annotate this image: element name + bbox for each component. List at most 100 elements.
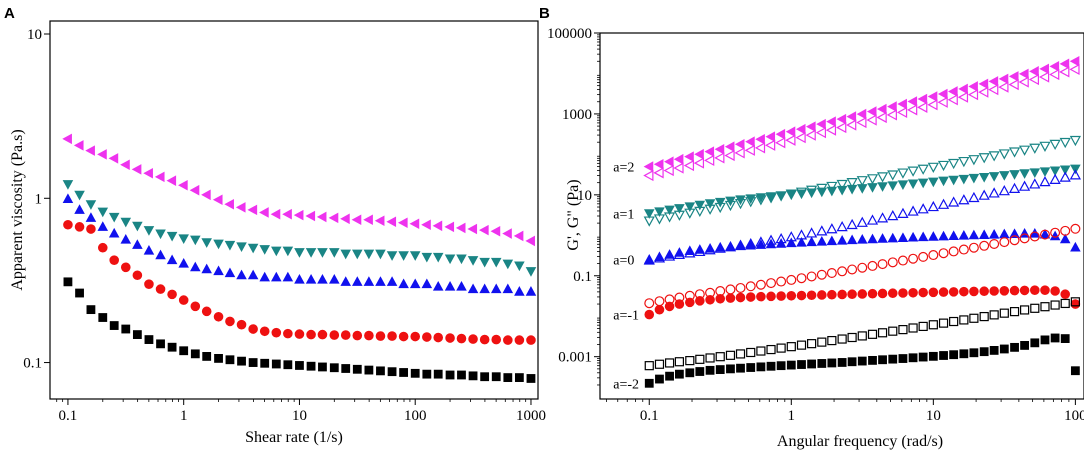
data-point bbox=[734, 199, 747, 210]
data-point bbox=[877, 288, 888, 299]
data-point bbox=[735, 282, 746, 293]
data-point bbox=[969, 313, 979, 323]
data-point bbox=[745, 237, 757, 249]
data-point bbox=[1019, 169, 1030, 179]
data-point bbox=[224, 198, 234, 210]
data-point bbox=[1008, 182, 1021, 194]
data-point bbox=[1029, 66, 1039, 77]
data-point bbox=[63, 277, 73, 287]
data-point bbox=[282, 246, 294, 257]
data-point bbox=[939, 351, 948, 360]
data-point bbox=[643, 209, 655, 219]
data-point bbox=[1038, 71, 1050, 83]
data-point bbox=[386, 251, 398, 261]
data-point bbox=[655, 374, 664, 384]
data-point bbox=[120, 234, 132, 244]
data-point bbox=[805, 129, 816, 141]
data-point bbox=[735, 349, 746, 359]
data-point bbox=[1050, 300, 1060, 310]
series-a-1-G- bbox=[643, 135, 1081, 227]
data-point bbox=[260, 358, 270, 368]
data-point bbox=[867, 183, 878, 193]
data-point bbox=[918, 251, 929, 262]
data-point bbox=[97, 207, 109, 218]
data-point bbox=[968, 191, 980, 203]
data-point bbox=[132, 239, 143, 249]
data-point bbox=[352, 249, 363, 260]
data-point bbox=[468, 371, 478, 381]
data-point bbox=[1018, 145, 1031, 156]
data-point bbox=[1008, 147, 1021, 158]
data-point bbox=[928, 177, 939, 188]
data-point bbox=[887, 288, 898, 299]
data-point bbox=[131, 164, 142, 175]
data-point bbox=[433, 332, 444, 343]
data-point bbox=[526, 374, 536, 383]
data-point bbox=[664, 301, 675, 312]
series-a--2 bbox=[63, 277, 536, 383]
data-point bbox=[978, 86, 989, 98]
data-point bbox=[775, 191, 787, 202]
data-point bbox=[805, 121, 816, 132]
panel-b-y-axis-title: G', G" (Pa) bbox=[565, 179, 582, 250]
data-point bbox=[1018, 180, 1031, 191]
series-a-2-G- bbox=[643, 63, 1080, 182]
data-point bbox=[735, 292, 746, 303]
data-point bbox=[817, 337, 827, 347]
data-point bbox=[479, 257, 490, 268]
data-point bbox=[724, 141, 735, 152]
data-point bbox=[467, 283, 479, 294]
data-point bbox=[958, 230, 970, 240]
data-point bbox=[948, 86, 958, 97]
data-point bbox=[928, 287, 939, 298]
data-point bbox=[317, 273, 328, 284]
data-point bbox=[120, 159, 130, 171]
series-a--2-G- bbox=[644, 333, 1080, 388]
x-tick-label: 100 bbox=[404, 408, 427, 424]
data-point bbox=[948, 196, 960, 207]
data-point bbox=[457, 370, 466, 380]
data-point bbox=[846, 119, 857, 131]
data-point bbox=[74, 222, 85, 232]
data-point bbox=[959, 349, 969, 359]
data-point bbox=[1059, 233, 1071, 244]
data-point bbox=[714, 202, 726, 214]
data-point bbox=[826, 268, 837, 279]
data-point bbox=[490, 283, 502, 294]
data-point bbox=[1018, 68, 1029, 80]
data-point bbox=[364, 365, 374, 375]
data-point bbox=[917, 101, 928, 113]
data-point bbox=[846, 178, 858, 189]
data-point bbox=[480, 372, 490, 382]
data-point bbox=[97, 149, 107, 160]
data-point bbox=[949, 350, 959, 360]
panel-a-ticks: 0.1 1 10 100 1000 0.1 1 10 bbox=[23, 27, 546, 424]
data-point bbox=[1069, 63, 1080, 76]
data-point bbox=[868, 355, 877, 365]
data-point bbox=[683, 159, 695, 172]
data-point bbox=[876, 172, 889, 183]
data-point bbox=[120, 217, 132, 228]
x-tick-label: 0.1 bbox=[640, 408, 659, 424]
data-point bbox=[1019, 233, 1030, 244]
data-point bbox=[928, 250, 939, 261]
data-point bbox=[877, 328, 888, 338]
data-point bbox=[897, 207, 909, 218]
data-point bbox=[1069, 135, 1081, 147]
data-point bbox=[826, 181, 838, 193]
data-point bbox=[715, 365, 725, 374]
data-point bbox=[959, 286, 969, 297]
data-point bbox=[1019, 227, 1030, 238]
data-point bbox=[756, 346, 766, 356]
data-point bbox=[694, 245, 706, 257]
data-point bbox=[167, 289, 177, 300]
data-point bbox=[765, 131, 776, 142]
data-point bbox=[736, 363, 745, 373]
data-point bbox=[989, 346, 999, 355]
data-point bbox=[756, 362, 766, 372]
data-point bbox=[908, 253, 919, 264]
data-point bbox=[918, 287, 928, 298]
data-point bbox=[74, 204, 85, 214]
data-point bbox=[876, 111, 887, 124]
data-point bbox=[755, 236, 767, 247]
